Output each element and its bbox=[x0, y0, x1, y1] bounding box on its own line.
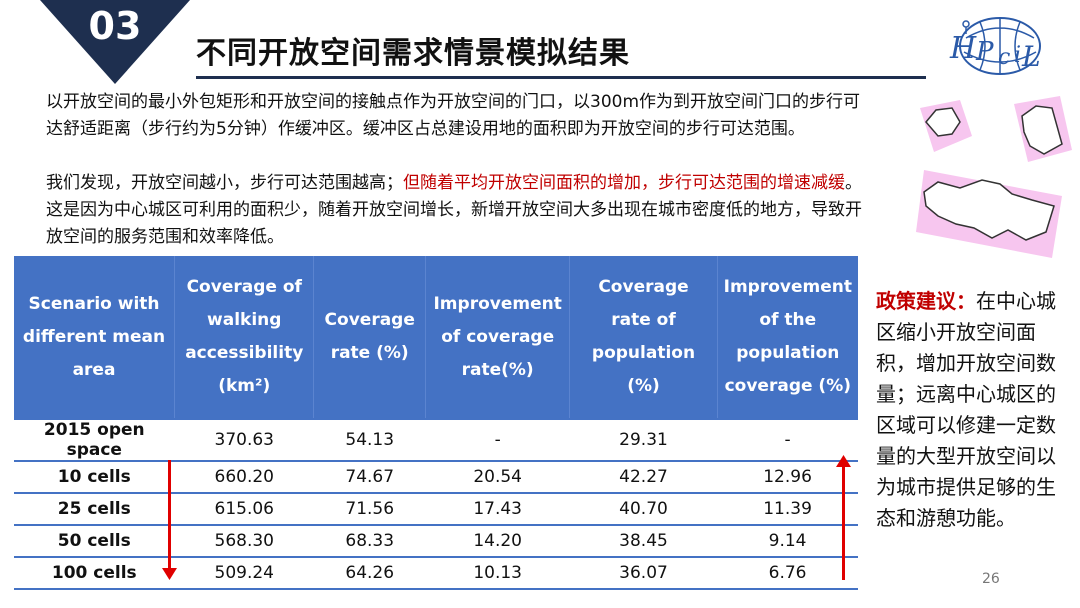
increase-arrow-shaft bbox=[842, 466, 845, 580]
table-row: 25 cells 615.06 71.56 17.43 40.70 11.39 bbox=[14, 493, 858, 526]
cell-coverage-rate: 74.67 bbox=[313, 461, 426, 494]
header-scenario: Scenario with different mean area bbox=[14, 256, 176, 419]
small-open-space-illustration bbox=[920, 96, 1072, 162]
cell-coverage-improvement: - bbox=[425, 418, 570, 462]
policy-recommendation: 政策建议：在中心城区缩小开放空间面积，增加开放空间数量；远离中心城区的区域可以修… bbox=[876, 286, 1060, 534]
table-row: 100 cells 509.24 64.26 10.13 36.07 6.76 bbox=[14, 557, 858, 590]
cell-population-coverage: 42.27 bbox=[569, 461, 718, 494]
findings-highlight: 但随着平均开放空间面积的增加，步行可达范围的增速减缓 bbox=[403, 173, 845, 193]
cell-coverage-improvement: 17.43 bbox=[425, 493, 570, 526]
table-row: 10 cells 660.20 74.67 20.54 42.27 12.96 bbox=[14, 461, 858, 494]
section-number-badge bbox=[40, 0, 190, 84]
cell-population-coverage: 40.70 bbox=[569, 493, 718, 526]
section-number: 03 bbox=[88, 4, 142, 48]
svg-text:P: P bbox=[975, 37, 994, 67]
findings-text-1: 我们发现，开放空间越小，步行可达范围越高； bbox=[46, 173, 403, 193]
cell-population-coverage: 38.45 bbox=[569, 525, 718, 558]
header-population-improvement: Improvement of the population coverage (… bbox=[717, 256, 858, 419]
cell-scenario: 10 cells bbox=[14, 461, 175, 494]
cell-scenario: 50 cells bbox=[14, 525, 175, 558]
cell-scenario: 100 cells bbox=[14, 557, 175, 590]
cell-population-improvement: 9.14 bbox=[717, 525, 858, 558]
cell-population-coverage: 29.31 bbox=[569, 418, 718, 462]
cell-coverage-rate: 68.33 bbox=[313, 525, 426, 558]
hpcil-logo: H P c i L bbox=[949, 17, 1041, 75]
slide-title: 不同开放空间需求情景模拟结果 bbox=[196, 36, 630, 71]
cell-walking-coverage: 370.63 bbox=[174, 418, 314, 462]
svg-text:H: H bbox=[949, 31, 977, 66]
table-header-row: Scenario with different mean area Covera… bbox=[14, 256, 858, 419]
findings-paragraph: 我们发现，开放空间越小，步行可达范围越高；但随着平均开放空间面积的增加，步行可达… bbox=[46, 170, 866, 251]
table-row: 2015 open space 370.63 54.13 - 29.31 - bbox=[14, 418, 858, 462]
policy-lead: 政策建议： bbox=[876, 289, 976, 313]
up-arrow-icon bbox=[836, 455, 851, 467]
decrease-arrow-shaft bbox=[168, 460, 171, 572]
cell-coverage-improvement: 14.20 bbox=[425, 525, 570, 558]
cell-scenario: 2015 open space bbox=[14, 418, 175, 462]
page-number: 26 bbox=[982, 571, 1000, 587]
cell-walking-coverage: 615.06 bbox=[174, 493, 314, 526]
cell-population-improvement: 6.76 bbox=[717, 557, 858, 590]
header-walking-coverage: Coverage of walking accessibility (km²) bbox=[174, 256, 315, 419]
scenario-results-table: Scenario with different mean area Covera… bbox=[14, 256, 858, 590]
cell-coverage-rate: 64.26 bbox=[313, 557, 426, 590]
table-row: 50 cells 568.30 68.33 14.20 38.45 9.14 bbox=[14, 525, 858, 558]
cell-scenario: 25 cells bbox=[14, 493, 175, 526]
policy-text: 在中心城区缩小开放空间面积，增加开放空间数量；远离中心城区的区域可以修建一定数量… bbox=[876, 289, 1056, 530]
cell-population-improvement: 12.96 bbox=[717, 461, 858, 494]
intro-paragraph: 以开放空间的最小外包矩形和开放空间的接触点作为开放空间的门口，以300m作为到开… bbox=[46, 92, 861, 139]
cell-walking-coverage: 660.20 bbox=[174, 461, 314, 494]
title-underline bbox=[196, 76, 926, 79]
cell-walking-coverage: 568.30 bbox=[174, 525, 314, 558]
svg-text:L: L bbox=[1021, 40, 1041, 73]
cell-coverage-rate: 54.13 bbox=[313, 418, 426, 462]
down-arrow-icon bbox=[162, 568, 177, 580]
cell-coverage-rate: 71.56 bbox=[313, 493, 426, 526]
svg-text:i: i bbox=[1014, 43, 1021, 68]
cell-coverage-improvement: 20.54 bbox=[425, 461, 570, 494]
findings-text-2: 。这是因为中心城区可利用的面积少，随着开放空间增长，新增开放空间大多出现在城市密… bbox=[46, 173, 862, 247]
cell-population-coverage: 36.07 bbox=[569, 557, 718, 590]
header-coverage-improvement: Improvement of coverage rate(%) bbox=[425, 256, 571, 419]
svg-text:c: c bbox=[998, 45, 1010, 70]
cell-population-improvement: 11.39 bbox=[717, 493, 858, 526]
header-population-coverage: Coverage rate of population (%) bbox=[569, 256, 718, 419]
cell-walking-coverage: 509.24 bbox=[174, 557, 314, 590]
large-open-space-illustration bbox=[916, 170, 1062, 258]
cell-coverage-improvement: 10.13 bbox=[425, 557, 570, 590]
cell-population-improvement: - bbox=[717, 418, 858, 462]
header-coverage-rate: Coverage rate (%) bbox=[313, 256, 426, 419]
